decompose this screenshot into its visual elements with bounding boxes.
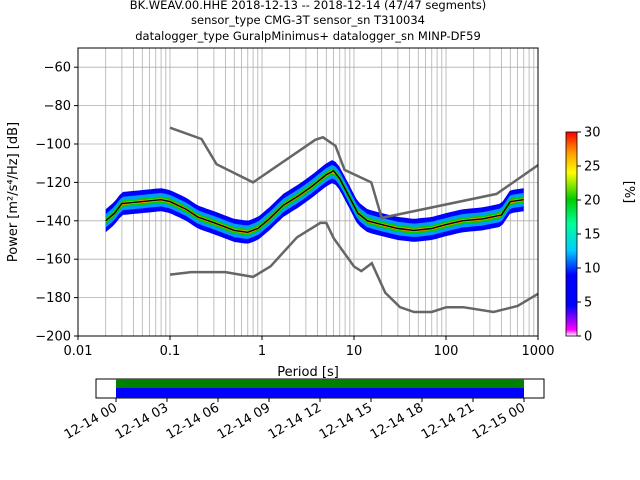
timeline-tick-label: 12-14 06	[164, 400, 222, 442]
plot-frame	[77, 47, 539, 337]
timeline-tick-label: 12-15 00	[470, 400, 528, 442]
timeline-tick-label: 12-14 00	[62, 400, 120, 442]
timeline-tick-label: 12-14 15	[317, 400, 375, 442]
colorbar-tick-label: 15	[584, 228, 601, 243]
y-tick-label: −80	[44, 99, 71, 114]
timeline-tick-label: 12-14 12	[266, 400, 324, 442]
timeline-tick-label: 12-14 03	[113, 400, 171, 442]
y-ticks: −60 −80 −100 −120 −140 −160 −180 −200	[35, 61, 78, 345]
probability-density	[105, 160, 524, 244]
chart-title-line-2: sensor_type CMG-3T sensor_sn T310034	[191, 13, 425, 27]
low-noise-model-line	[169, 221, 539, 314]
timeline-tick-label: 12-14 21	[419, 400, 477, 442]
y-tick-label: −120	[35, 176, 71, 191]
high-noise-model-line	[169, 126, 539, 220]
timeline-tick-label: 12-14 18	[368, 400, 426, 442]
density-band	[105, 170, 524, 234]
mode-line	[105, 170, 524, 234]
y-tick-label: −200	[35, 330, 71, 345]
density-band	[105, 168, 524, 236]
colorbar-ticks: 0 5 10 15 20 25 30	[577, 126, 601, 345]
colorbar: 0 5 10 15 20 25 30 [%]	[565, 126, 636, 345]
colorbar-tick-label: 20	[584, 194, 601, 209]
mode-curve	[105, 170, 524, 234]
timeline-available-data	[116, 379, 524, 388]
y-tick-label: −100	[35, 138, 71, 153]
x-tick-label: 0.1	[160, 344, 181, 359]
y-axis-label: Power [m²/s⁴/Hz] [dB]	[6, 122, 21, 262]
chart-title-line-3: datalogger_type GuralpMinimus+ datalogge…	[135, 29, 481, 43]
colorbar-gradient	[565, 131, 578, 337]
colorbar-tick-label: 0	[584, 330, 592, 345]
colorbar-tick-label: 30	[584, 126, 601, 141]
x-tick-label: 1	[258, 344, 266, 359]
timeline-used-data	[116, 388, 524, 398]
psd-plot-area: 0.01 0.1 1 10 100 1000 −60 −80 −100 −120 −140 −160…	[35, 47, 555, 359]
x-tick-label: 100	[434, 344, 459, 359]
y-tick-label: −140	[35, 214, 71, 229]
timeline-tick-label: 12-14 09	[215, 400, 273, 442]
colorbar-label: [%]	[621, 181, 636, 204]
x-axis-label: Period [s]	[277, 365, 339, 380]
x-tick-label: 0.01	[64, 344, 93, 359]
y-tick-label: −60	[44, 61, 71, 76]
noise-models	[169, 126, 539, 314]
x-ticks: 0.01 0.1 1 10 100 1000	[64, 336, 555, 359]
y-tick-label: −160	[35, 253, 71, 268]
colorbar-tick-label: 25	[584, 160, 601, 175]
colorbar-tick-label: 10	[584, 262, 601, 277]
chart-title-line-1: BK.WEAV.00.HHE 2018-12-13 -- 2018-12-14 …	[130, 0, 487, 12]
y-tick-label: −180	[35, 291, 71, 306]
x-tick-label: 1000	[521, 344, 554, 359]
colorbar-tick-label: 5	[584, 296, 592, 311]
x-tick-label: 10	[346, 344, 363, 359]
